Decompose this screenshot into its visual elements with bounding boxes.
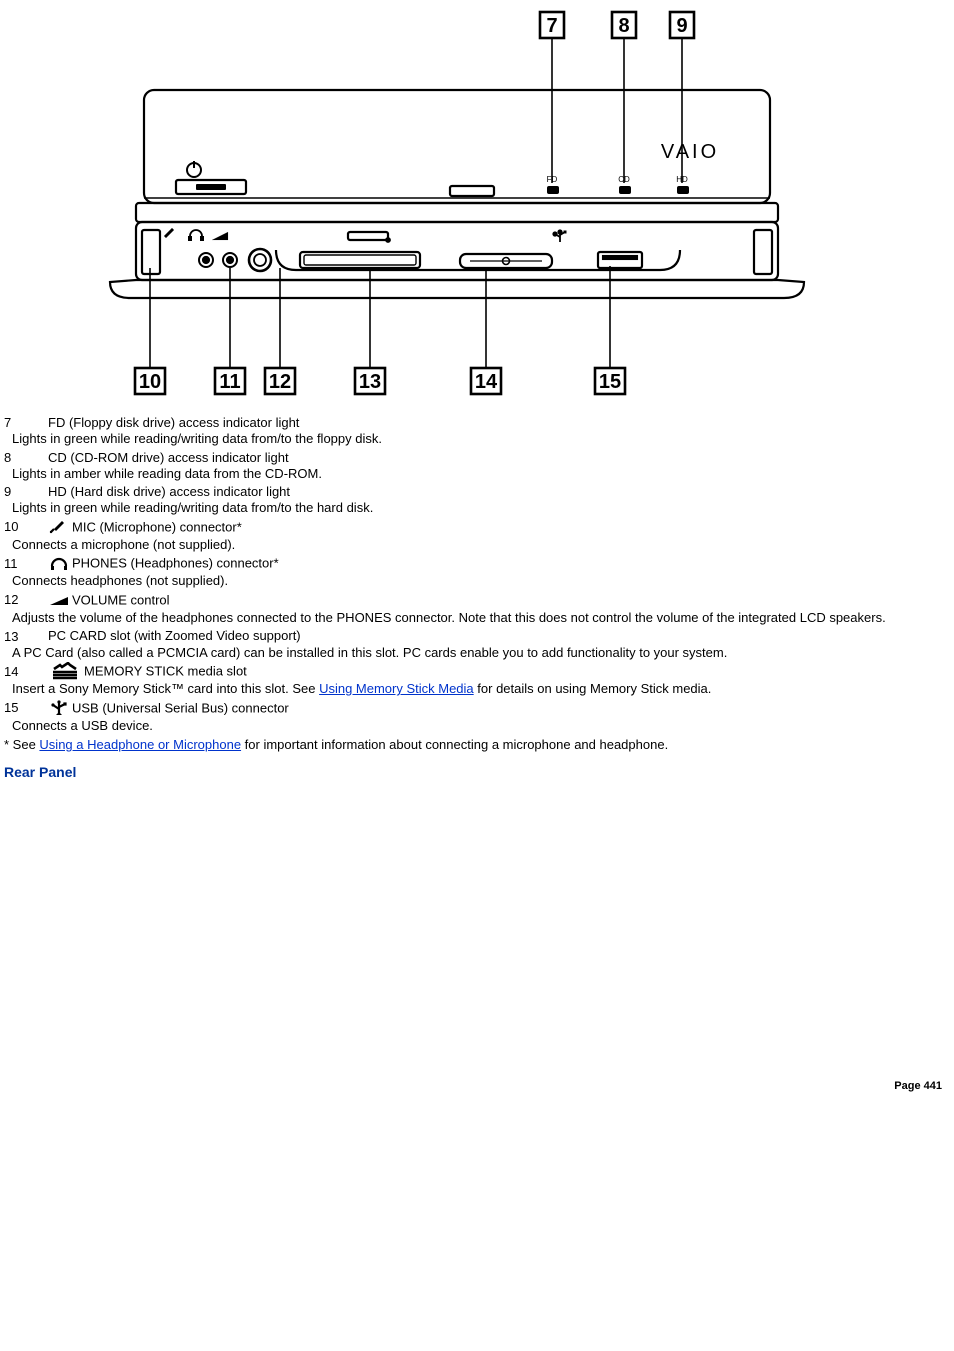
svg-text:9: 9	[676, 15, 687, 37]
svg-text:11: 11	[219, 371, 240, 393]
svg-text:7: 7	[546, 15, 557, 37]
page-number: Page 441	[4, 1080, 950, 1092]
item-description: Connects a microphone (not supplied).	[12, 536, 950, 554]
item-number: 12	[4, 592, 48, 607]
item-number: 14	[4, 664, 48, 679]
item-number: 10	[4, 519, 48, 534]
item-title: MEMORY STICK media slot	[84, 664, 247, 679]
volume-icon	[48, 591, 70, 609]
item-title: FD (Floppy disk drive) access indicator …	[48, 415, 299, 430]
svg-text:13: 13	[359, 371, 381, 393]
svg-text:12: 12	[269, 371, 291, 393]
section-heading-rear-panel: Rear Panel	[4, 764, 950, 780]
phones-icon	[48, 554, 70, 572]
link-using-memory-stick-media[interactable]: Using Memory Stick Media	[319, 681, 474, 696]
items-list: 7FD (Floppy disk drive) access indicator…	[4, 414, 950, 734]
item-description: Connects headphones (not supplied).	[12, 572, 950, 590]
mic-icon	[48, 518, 70, 536]
item-13: 13PC CARD slot (with Zoomed Video suppor…	[4, 627, 950, 661]
usb-icon	[48, 699, 70, 717]
svg-text:14: 14	[475, 371, 498, 393]
item-title: VOLUME control	[72, 592, 170, 607]
item-description: Lights in green while reading/writing da…	[12, 430, 950, 448]
svg-text:15: 15	[599, 371, 621, 393]
link-using-headphone-or-microphone[interactable]: Using a Headphone or Microphone	[39, 737, 241, 752]
item-description: A PC Card (also called a PCMCIA card) ca…	[12, 644, 950, 662]
item-description: Adjusts the volume of the headphones con…	[12, 609, 950, 627]
front-panel-diagram: FDCDHDVAIO789101112131415	[4, 8, 950, 408]
item-number: 7	[4, 415, 48, 430]
item-title: USB (Universal Serial Bus) connector	[72, 700, 289, 715]
item-number: 11	[4, 556, 48, 571]
item-title: PC CARD slot (with Zoomed Video support)	[48, 629, 301, 644]
item-11: 11 PHONES (Headphones) connector*Connects…	[4, 554, 950, 590]
item-number: 13	[4, 629, 48, 644]
item-title: CD (CD-ROM drive) access indicator light	[48, 450, 289, 465]
item-description: Connects a USB device.	[12, 717, 950, 735]
svg-text:8: 8	[618, 15, 629, 37]
item-10: 10 MIC (Microphone) connector* Connects a …	[4, 518, 950, 554]
mstick-icon	[48, 662, 82, 680]
item-9: 9HD (Hard disk drive) access indicator l…	[4, 483, 950, 517]
item-14: 14 MEMORY STICK media slotInsert a Sony M…	[4, 662, 950, 698]
item-number: 8	[4, 450, 48, 465]
item-title: HD (Hard disk drive) access indicator li…	[48, 484, 290, 499]
item-description: Lights in amber while reading data from …	[12, 465, 950, 483]
item-title: PHONES (Headphones) connector*	[72, 556, 279, 571]
item-description: Insert a Sony Memory Stick™ card into th…	[12, 680, 950, 698]
item-description: Lights in green while reading/writing da…	[12, 499, 950, 517]
footnote: * See Using a Headphone or Microphone fo…	[4, 736, 950, 754]
item-number: 15	[4, 700, 48, 715]
item-7: 7FD (Floppy disk drive) access indicator…	[4, 414, 950, 448]
svg-text:VAIO: VAIO	[661, 141, 719, 163]
item-title: MIC (Microphone) connector*	[72, 519, 242, 534]
item-15: 15 USB (Universal Serial Bus) connector Co…	[4, 699, 950, 735]
item-12: 12 VOLUME control Adjusts the volume of th…	[4, 591, 950, 627]
item-number: 9	[4, 484, 48, 499]
svg-text:10: 10	[139, 371, 161, 393]
item-8: 8CD (CD-ROM drive) access indicator ligh…	[4, 449, 950, 483]
